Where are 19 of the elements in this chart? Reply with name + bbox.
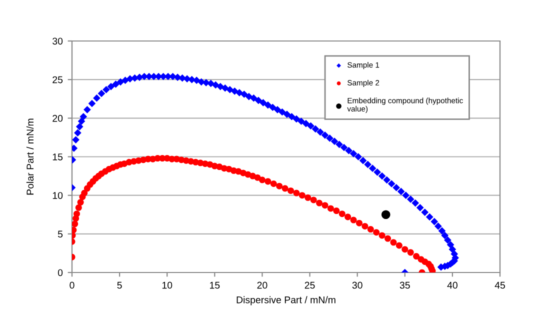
y-tick-label: 0: [58, 269, 63, 276]
x-tick-label: 45: [494, 282, 505, 289]
y-axis-title: Polar Part / mN/m: [26, 118, 34, 195]
x-tick-label: 0: [70, 282, 74, 289]
x-axis-title: Dispersive Part / mN/m: [236, 296, 336, 306]
y-tick-label: 5: [58, 230, 63, 238]
x-tick-label: 25: [304, 282, 315, 289]
x-tick-label: 15: [210, 282, 220, 289]
x-tick-label: 20: [257, 282, 268, 289]
x-tick-label: 30: [352, 282, 362, 289]
x-tick-label: 5: [117, 282, 122, 289]
x-tick-label: 10: [162, 282, 172, 289]
y-tick-label: 20: [52, 114, 63, 122]
y-tick-label: 15: [52, 154, 63, 160]
x-tick-label: 40: [447, 282, 458, 289]
y-tick-label: 25: [52, 76, 63, 84]
y-tick-label: 30: [52, 38, 63, 45]
y-tick-label: 10: [52, 192, 63, 199]
x-tick-label: 35: [400, 282, 410, 289]
